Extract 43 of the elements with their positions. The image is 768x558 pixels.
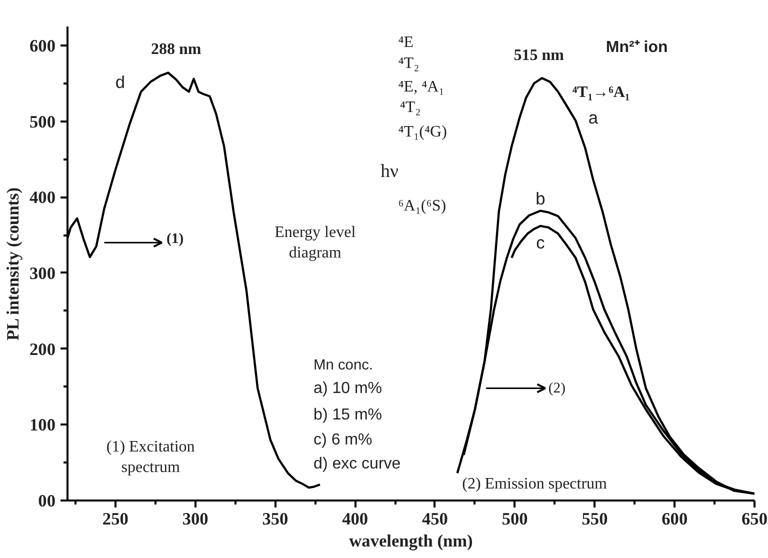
annotation: Mn²⁺ ion xyxy=(606,39,668,56)
annotation: hν xyxy=(380,160,398,182)
annotation: (1) Excitation spectrum xyxy=(106,438,195,476)
y-tick-label: 400 xyxy=(30,188,56,208)
annotation: (2) xyxy=(548,380,566,396)
annotation: (1) xyxy=(166,230,184,247)
x-tick-label: 250 xyxy=(102,510,128,528)
y-tick-label: 500 xyxy=(30,112,56,132)
annotation: ⁴E, ⁴A₁ xyxy=(398,78,444,96)
series-label: b xyxy=(536,188,546,209)
annotation: Energy level diagram xyxy=(274,224,356,262)
annotation: ⁶A₁(⁶S) xyxy=(398,198,446,215)
annotation: c) 6 m% xyxy=(314,431,372,448)
y-tick-label: 300 xyxy=(30,264,56,283)
annotation: b) 15 m% xyxy=(314,406,382,424)
annotation: ⁴E xyxy=(398,34,414,51)
x-tick-label: 350 xyxy=(262,510,288,528)
x-tick-label: 500 xyxy=(502,510,528,528)
annotation: ⁴T₂ xyxy=(398,55,420,72)
y-tick-label: 600 xyxy=(30,36,56,56)
annotation: ⁴T₂ xyxy=(400,99,421,116)
x-axis-title: wavelength (nm) xyxy=(349,532,474,550)
x-tick-label: 600 xyxy=(662,510,688,528)
x-tick-label: 450 xyxy=(422,510,448,528)
x-tick-label: 550 xyxy=(582,510,608,528)
y-tick-label: 200 xyxy=(30,340,56,359)
x-tick-label: 400 xyxy=(342,510,368,528)
x-tick-label: 650 xyxy=(742,510,768,528)
y-tick-label: 100 xyxy=(30,416,56,435)
series-label: a xyxy=(588,108,598,128)
annotation: Mn conc. xyxy=(314,358,374,374)
annotation: a) 10 m% xyxy=(314,380,382,397)
x-tick-label: 300 xyxy=(182,510,208,528)
series-label: c xyxy=(536,232,546,253)
annotation: ⁴T₁(⁴G) xyxy=(398,123,447,140)
annotation: (2) Emission spectrum xyxy=(462,475,608,492)
annotation: d) exc curve xyxy=(314,456,401,473)
annotation: ⁴T₁→⁶A₁ xyxy=(572,84,630,101)
series-label: d xyxy=(115,72,126,92)
annotation: 288 nm xyxy=(151,41,202,58)
y-tick-label: 00 xyxy=(38,492,56,510)
y-axis-title: PL intensity (counts) xyxy=(4,187,23,341)
annotation: 515 nm xyxy=(514,47,565,64)
